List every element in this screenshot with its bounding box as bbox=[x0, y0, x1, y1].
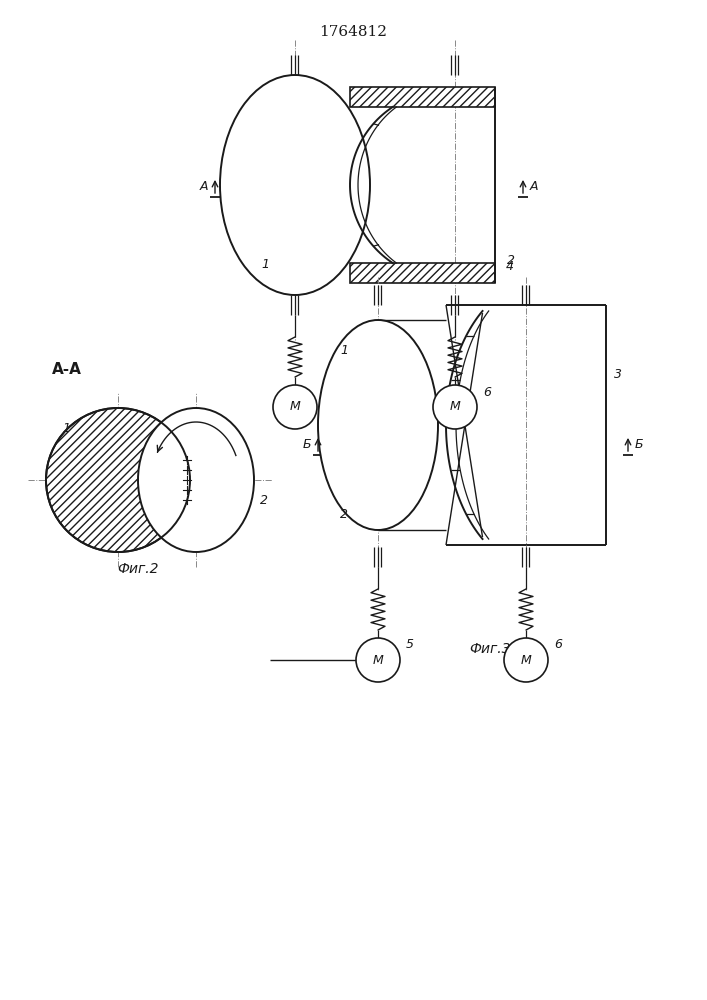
Circle shape bbox=[356, 638, 400, 682]
Text: 6: 6 bbox=[483, 385, 491, 398]
Bar bbox=[350, 263, 495, 283]
Text: 2: 2 bbox=[507, 253, 515, 266]
Circle shape bbox=[433, 385, 477, 429]
Circle shape bbox=[273, 385, 317, 429]
Text: 3: 3 bbox=[614, 368, 622, 381]
Bar bbox=[350, 87, 495, 107]
Text: Фиг.3: Фиг.3 bbox=[469, 642, 510, 656]
Text: 5: 5 bbox=[323, 385, 331, 398]
Text: 6: 6 bbox=[554, 639, 562, 652]
Text: А: А bbox=[530, 180, 539, 194]
Text: А: А bbox=[199, 180, 208, 194]
Circle shape bbox=[46, 408, 190, 552]
Text: А-А: А-А bbox=[52, 362, 82, 377]
Circle shape bbox=[504, 638, 548, 682]
Ellipse shape bbox=[220, 75, 370, 295]
Text: M: M bbox=[373, 654, 383, 666]
Text: Б: Б bbox=[635, 438, 643, 452]
Text: Фиг.2: Фиг.2 bbox=[117, 562, 159, 576]
Text: 2: 2 bbox=[260, 493, 268, 506]
Text: 1: 1 bbox=[340, 344, 348, 357]
Text: Фиг.1: Фиг.1 bbox=[369, 340, 411, 354]
Text: 2: 2 bbox=[340, 508, 348, 522]
Text: 1: 1 bbox=[62, 422, 70, 434]
Text: 4: 4 bbox=[506, 260, 514, 273]
Ellipse shape bbox=[318, 320, 438, 530]
Text: 1764812: 1764812 bbox=[319, 25, 387, 39]
Text: 1: 1 bbox=[261, 258, 269, 271]
Text: 5: 5 bbox=[406, 639, 414, 652]
Text: M: M bbox=[450, 400, 460, 414]
Text: M: M bbox=[520, 654, 532, 666]
Text: Б: Б bbox=[303, 438, 311, 452]
Ellipse shape bbox=[138, 408, 254, 552]
Text: M: M bbox=[290, 400, 300, 414]
